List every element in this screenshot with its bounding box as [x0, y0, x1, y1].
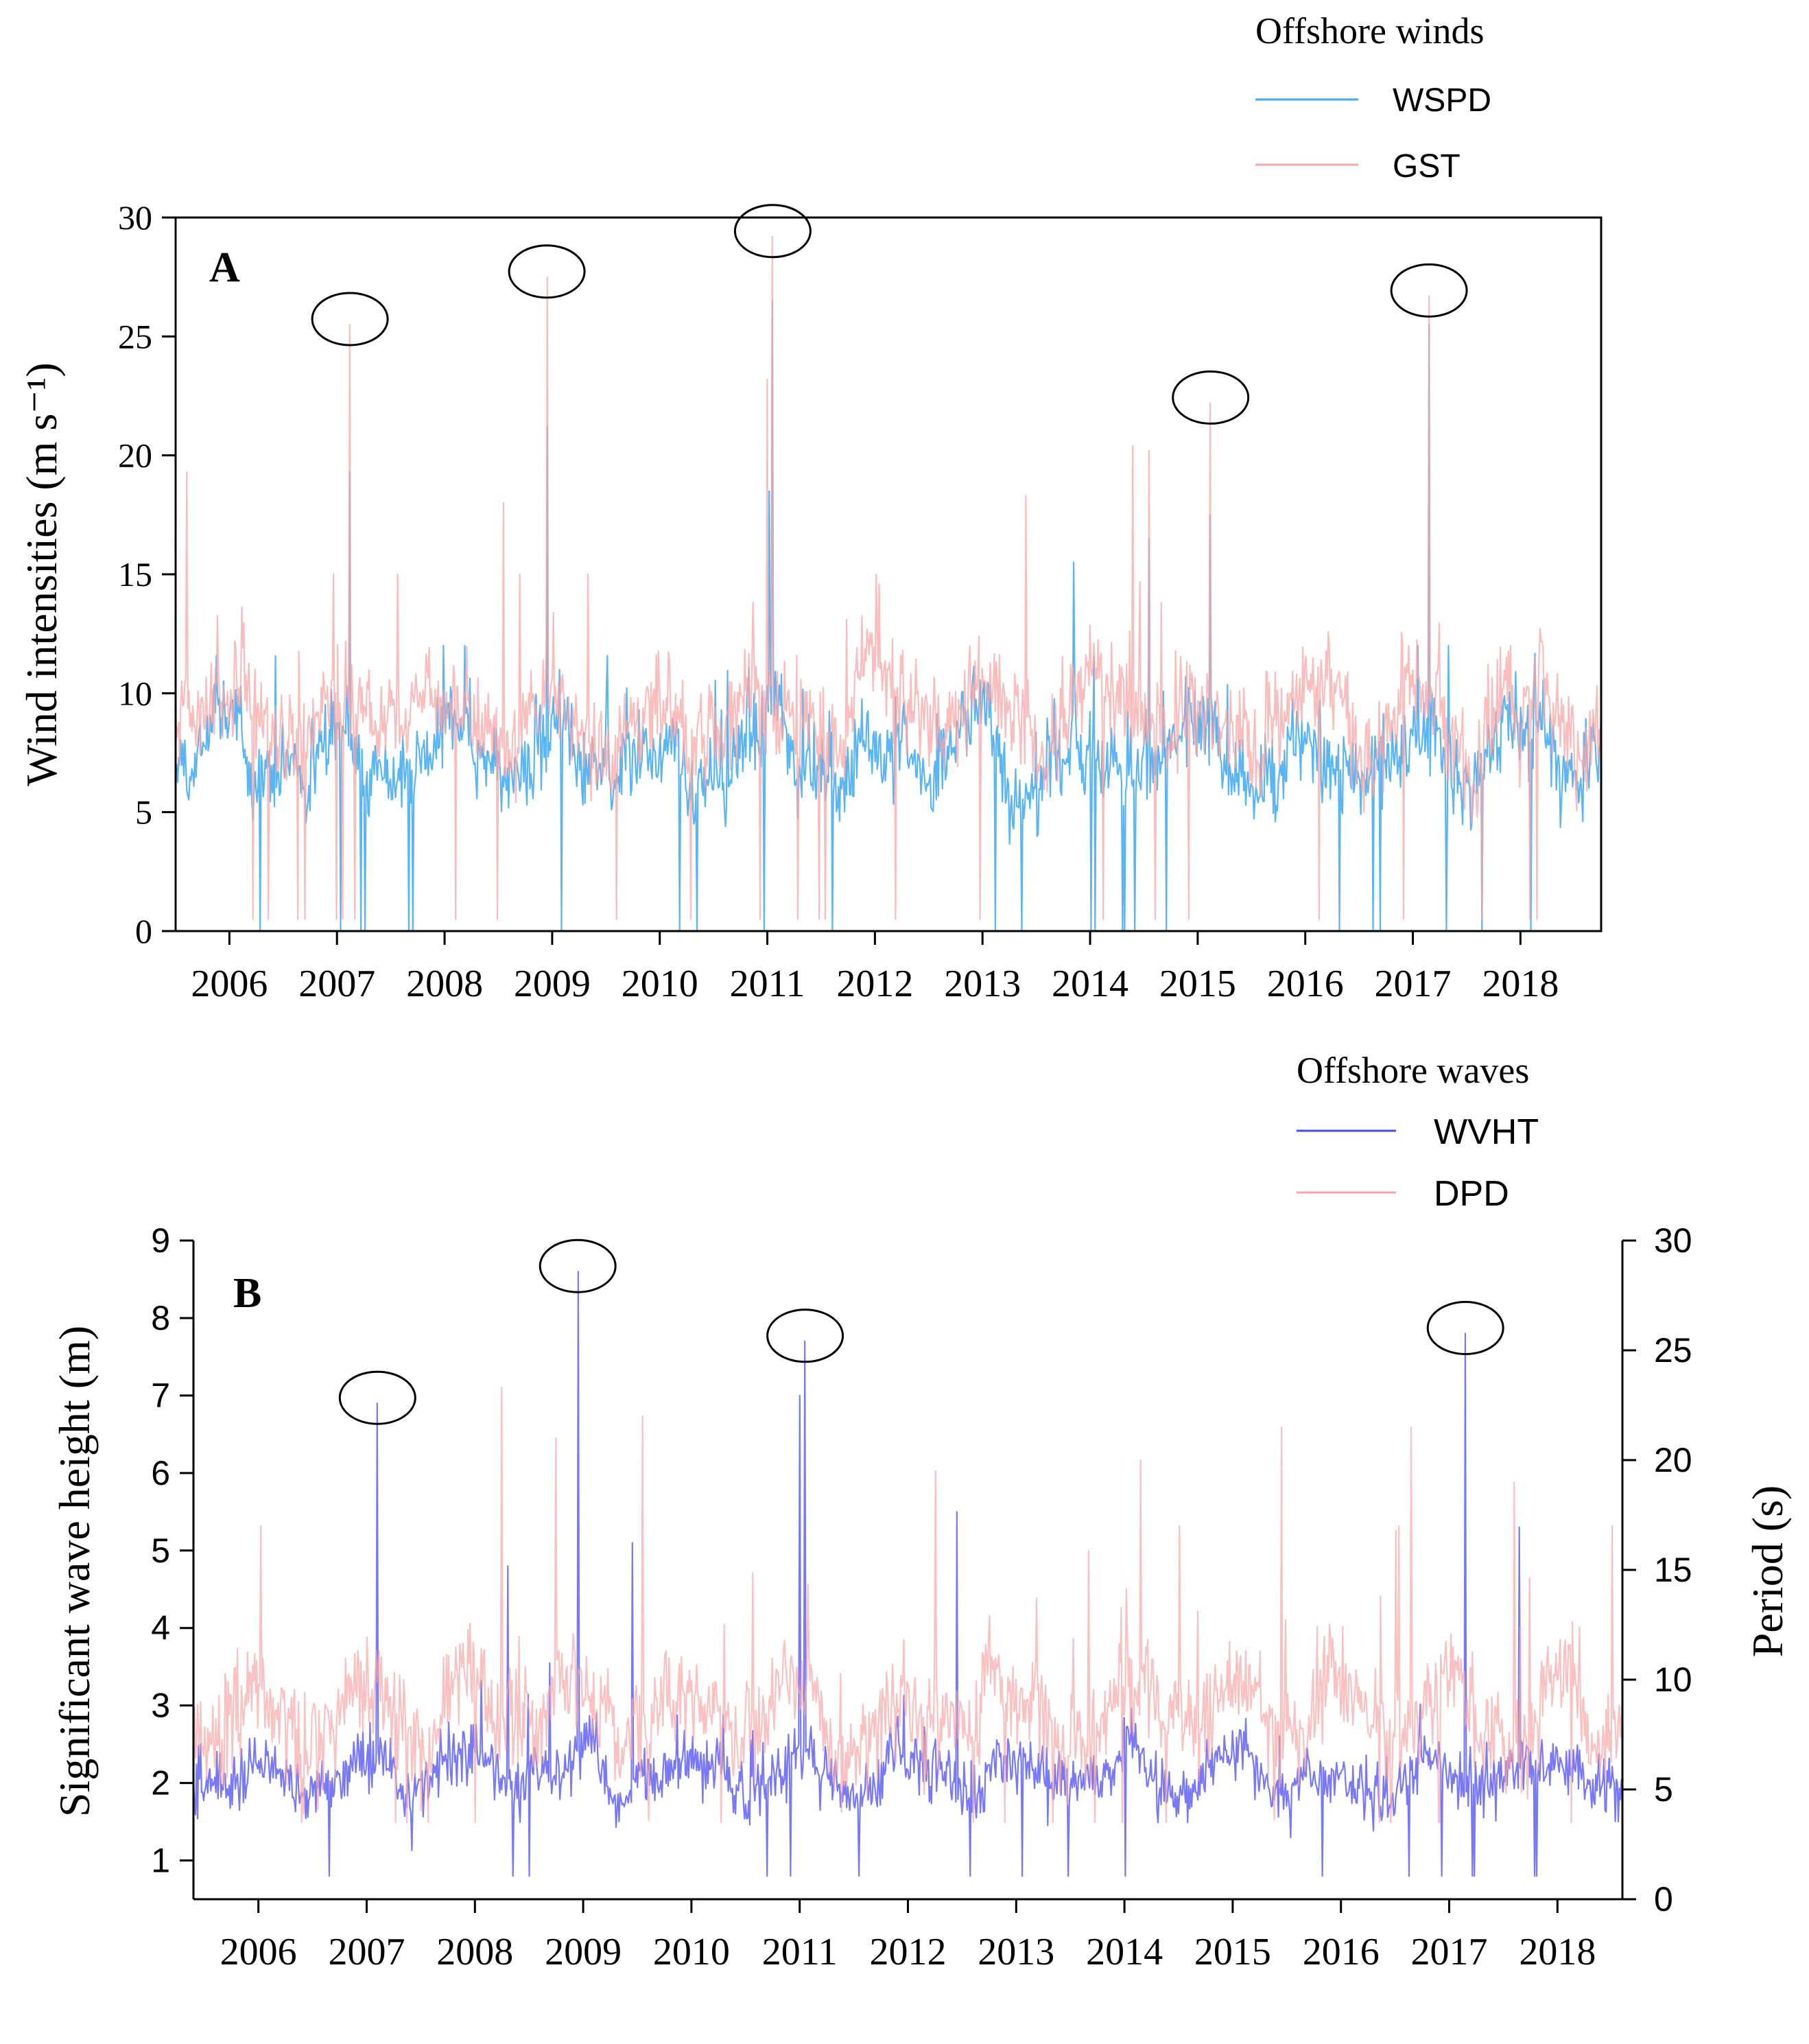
- panel-a: Offshore winds WSPD GST A 0 5 10 15 20 25 30 2…: [17, 10, 1603, 1005]
- legend-b-dpd-label: DPD: [1434, 1174, 1509, 1214]
- y-tick-label: 3: [151, 1687, 170, 1725]
- legend-b-wvht-label: WVHT: [1434, 1112, 1539, 1152]
- x-tick-label: 2010: [653, 1931, 730, 1973]
- legend-b-title: Offshore waves: [1297, 1050, 1529, 1091]
- peak-highlight-circle: [311, 292, 389, 346]
- y-right-tick-label: 30: [1654, 1221, 1692, 1260]
- x-tick-label: 2017: [1375, 963, 1452, 1005]
- y-right-tick-label: 5: [1654, 1770, 1673, 1809]
- peak-highlight-circle: [338, 1370, 416, 1425]
- panel-label-b: B: [233, 1270, 261, 1317]
- x-tick-label: 2008: [436, 1931, 513, 1973]
- series-line-dpd: [192, 1387, 1624, 1824]
- peak-highlight-circle: [766, 1308, 844, 1363]
- x-axis-b: 2006 2007 2008 2009 2010 2011 2012 2013 2014 2015…: [220, 1899, 1596, 1973]
- y-axis-left-b: 1 2 3 4 5 6 7 8 9: [151, 1221, 193, 1880]
- x-tick-label: 2014: [1086, 1931, 1163, 1973]
- x-tick-label: 2013: [978, 1931, 1054, 1973]
- series-line-wvht: [192, 1271, 1624, 1877]
- peak-highlight-circle: [1390, 263, 1468, 318]
- series-line-wspd: [174, 300, 1603, 932]
- x-tick-label: 2018: [1519, 1931, 1596, 1973]
- x-tick-label: 2012: [870, 1931, 947, 1973]
- y-tick-label: 8: [151, 1299, 170, 1337]
- peak-highlight-circle: [733, 204, 812, 259]
- x-tick-label: 2006: [220, 1931, 297, 1973]
- plot-area-a: [174, 204, 1603, 932]
- legend-a-wspd-label: WSPD: [1393, 82, 1491, 119]
- y-tick-label: 0: [135, 912, 152, 950]
- plot-area-b: [192, 1238, 1624, 1877]
- x-tick-label: 2016: [1267, 963, 1344, 1005]
- x-tick-label: 2009: [514, 963, 591, 1005]
- peak-highlight-circle: [508, 244, 586, 299]
- x-tick-label: 2014: [1052, 963, 1128, 1005]
- peak-highlight-circle: [1172, 370, 1250, 425]
- x-tick-label: 2009: [545, 1931, 622, 1973]
- y-tick-label: 6: [151, 1454, 170, 1492]
- y-tick-label: 5: [135, 793, 152, 832]
- y-right-tick-label: 25: [1654, 1331, 1692, 1370]
- legend-a-gst-label: GST: [1393, 148, 1461, 185]
- x-tick-label: 2008: [406, 963, 483, 1005]
- x-tick-label: 2006: [191, 963, 268, 1005]
- y-tick-label: 20: [118, 436, 152, 475]
- y-tick-label: 25: [118, 317, 152, 355]
- y-tick-label: 15: [118, 555, 152, 594]
- y-axis-right-label-b: Period (s): [1743, 1485, 1792, 1658]
- y-tick-label: 10: [118, 674, 152, 712]
- x-tick-label: 2015: [1194, 1931, 1271, 1973]
- x-tick-label: 2015: [1159, 963, 1236, 1005]
- y-right-tick-label: 10: [1654, 1660, 1692, 1699]
- y-tick-label: 5: [151, 1531, 170, 1570]
- y-tick-label: 9: [151, 1221, 170, 1260]
- y-right-tick-label: 15: [1654, 1551, 1692, 1589]
- plot-frame-a: [174, 216, 1603, 932]
- series-line-gst: [174, 235, 1603, 920]
- y-axis-label-b: Significant wave height (m): [50, 1326, 99, 1817]
- peak-highlight-circle: [539, 1238, 617, 1293]
- x-tick-label: 2007: [328, 1931, 405, 1973]
- x-axis-a: 2006 2007 2008 2009 2010 2011 2012 2013 2014 2015…: [191, 931, 1559, 1005]
- panel-b: Offshore waves WVHT DPD B 1 2 3 4 5 6 7 8 9 0 5 10…: [50, 1050, 1792, 1973]
- x-tick-label: 2011: [762, 1931, 838, 1973]
- panel-label-a: A: [209, 244, 240, 291]
- y-tick-label: 2: [151, 1764, 170, 1802]
- y-right-tick-label: 0: [1654, 1880, 1673, 1918]
- y-tick-label: 4: [151, 1609, 170, 1647]
- x-tick-label: 2010: [622, 963, 698, 1005]
- y-axis-label-a: Wind intensities (m s⁻¹): [17, 362, 66, 786]
- y-tick-label: 30: [118, 198, 152, 237]
- x-tick-label: 2018: [1482, 963, 1559, 1005]
- y-axis-right-b: 0 5 10 15 20 25 30: [1622, 1221, 1692, 1918]
- y-axis-a: 0 5 10 15 20 25 30: [118, 198, 176, 950]
- y-tick-label: 7: [151, 1376, 170, 1415]
- x-tick-label: 2017: [1411, 1931, 1488, 1973]
- x-tick-label: 2011: [730, 963, 805, 1005]
- x-tick-label: 2012: [836, 963, 913, 1005]
- y-right-tick-label: 20: [1654, 1441, 1692, 1479]
- y-tick-label: 1: [151, 1842, 170, 1880]
- x-tick-label: 2013: [944, 963, 1021, 1005]
- x-tick-label: 2016: [1303, 1931, 1380, 1973]
- legend-a-title: Offshore winds: [1255, 10, 1484, 51]
- peak-highlight-circle: [1426, 1301, 1504, 1355]
- x-tick-label: 2007: [298, 963, 375, 1005]
